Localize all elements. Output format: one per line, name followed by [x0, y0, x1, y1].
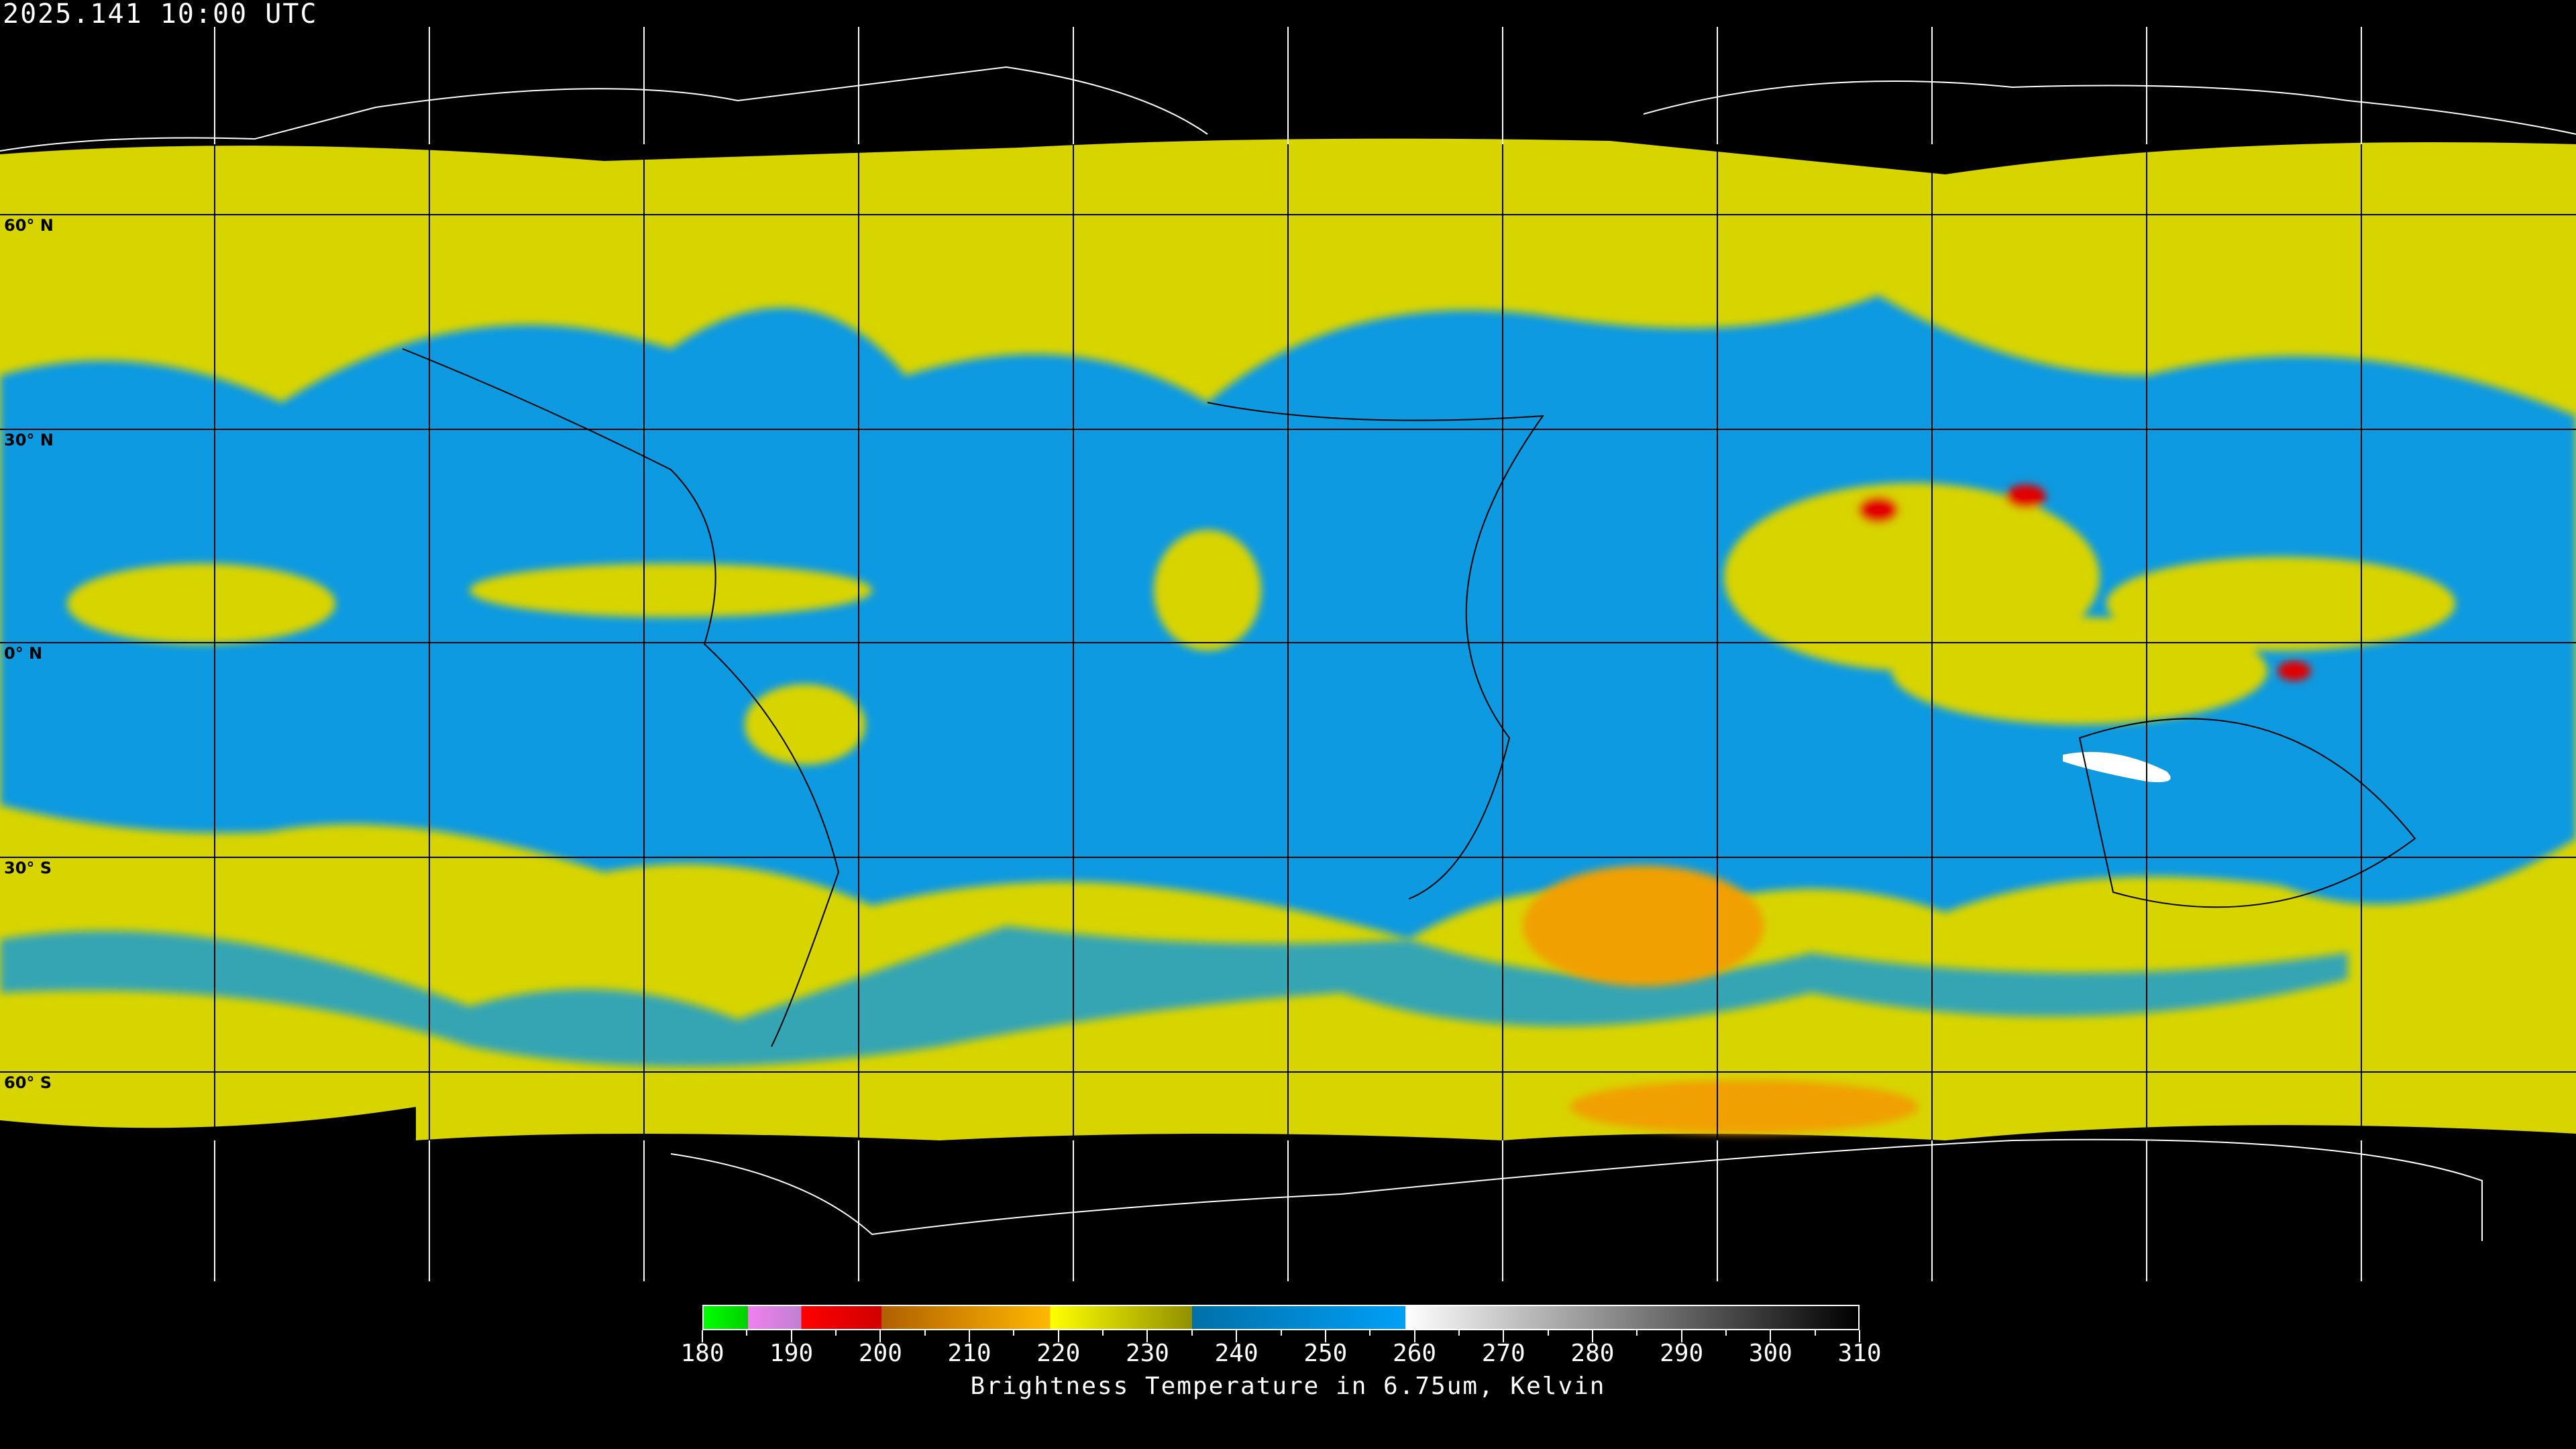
- coastlines: [0, 66, 2576, 1241]
- colorbar-tick: [924, 1330, 926, 1336]
- colorbar-tick-label: 280: [1570, 1340, 1615, 1367]
- colorbar-tick-label: 260: [1393, 1340, 1437, 1367]
- colorbar-tick: [1458, 1330, 1460, 1336]
- lat-label-60s: 60° S: [4, 1073, 52, 1092]
- dry-slot: [2063, 751, 2171, 782]
- colorbar-tick-label: 250: [1303, 1340, 1348, 1367]
- colorbar-tick-label: 270: [1481, 1340, 1525, 1367]
- colorbar-tick: [1859, 1330, 1860, 1342]
- colorbar-tick-label: 300: [1748, 1340, 1792, 1367]
- colorbar-tick: [1236, 1330, 1238, 1342]
- colorbar-tick: [790, 1330, 792, 1342]
- colorbar-tick: [1324, 1330, 1326, 1342]
- colorbar-tick: [1770, 1330, 1772, 1342]
- colorbar-tick: [879, 1330, 881, 1342]
- colorbar-tick: [1814, 1330, 1816, 1336]
- colorbar-tick-label: 290: [1660, 1340, 1704, 1367]
- colorbar-tick: [1280, 1330, 1282, 1336]
- colorbar-tick: [746, 1330, 748, 1336]
- colorbar-tick: [835, 1330, 837, 1336]
- colorbar-tick-label: 210: [947, 1340, 991, 1367]
- colorbar-tick-label: 230: [1125, 1340, 1169, 1367]
- graticule: [0, 27, 2576, 1281]
- colorbar-tick: [1369, 1330, 1371, 1336]
- colorbar-tick: [1591, 1330, 1593, 1342]
- lat-label-60n: 60° N: [4, 216, 54, 235]
- lat-label-30n: 30° N: [4, 431, 54, 449]
- colorbar-tick-label: 240: [1214, 1340, 1258, 1367]
- colorbar-tick: [1191, 1330, 1193, 1336]
- colorbar-tick: [1102, 1330, 1104, 1336]
- lat-label-30s: 30° S: [4, 859, 52, 877]
- colorbar: [702, 1305, 1860, 1330]
- timestamp-title: 2025.141 10:00 UTC: [3, 0, 318, 30]
- colorbar-tick: [1503, 1330, 1505, 1342]
- water-vapor-map: [0, 27, 2576, 1281]
- colorbar-tick: [1547, 1330, 1549, 1336]
- colorbar-title: Brightness Temperature in 6.75um, Kelvin: [970, 1373, 1606, 1400]
- tropical-convection: [67, 483, 2455, 1134]
- colorbar-tick: [1146, 1330, 1148, 1342]
- colorbar-tick: [1057, 1330, 1059, 1342]
- lat-label-0n: 0° N: [4, 644, 43, 663]
- colorbar-tick-label: 310: [1837, 1340, 1882, 1367]
- moist-tongue: [0, 926, 2348, 1067]
- colorbar-tick: [1725, 1330, 1727, 1336]
- colorbar-tick: [702, 1330, 703, 1342]
- colorbar-tick-label: 220: [1036, 1340, 1081, 1367]
- colorbar-tick: [1636, 1330, 1638, 1336]
- colorbar-tick-label: 200: [858, 1340, 902, 1367]
- colorbar-tick: [1680, 1330, 1682, 1342]
- colorbar-tick: [969, 1330, 971, 1342]
- colorbar-axis: 180 190 200 210 220 230 240 250 260 270 280 290 300 3…: [680, 1330, 1882, 1397]
- colorbar-tick-label: 190: [769, 1340, 814, 1367]
- colorbar-tick-label: 180: [680, 1340, 724, 1367]
- colorbar-tick: [1013, 1330, 1015, 1336]
- colorbar-tick: [1413, 1330, 1415, 1342]
